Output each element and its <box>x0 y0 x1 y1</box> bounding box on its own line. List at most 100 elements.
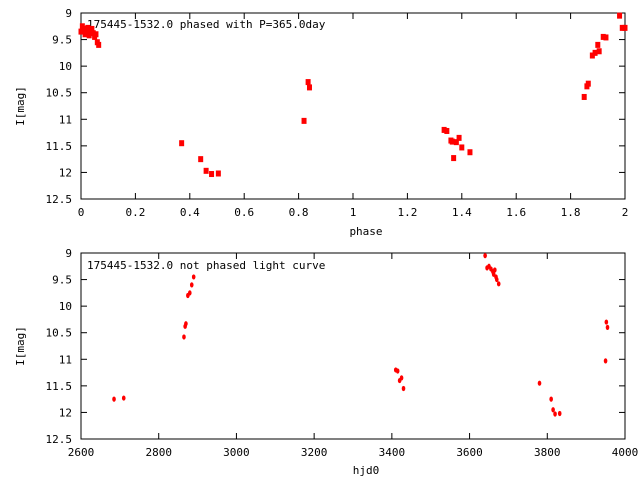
data-point <box>617 12 623 19</box>
y-tick-label: 11.5 <box>46 380 73 393</box>
data-point <box>86 32 92 39</box>
data-point <box>604 319 609 325</box>
data-point <box>449 138 455 145</box>
data-point <box>301 117 307 124</box>
data-point <box>198 156 204 163</box>
chart-title: 175445-1532.0 not phased light curve <box>87 259 325 272</box>
data-point <box>589 52 595 59</box>
data-point <box>182 334 186 340</box>
data-points <box>112 253 610 417</box>
data-point <box>93 31 99 38</box>
data-point <box>585 80 591 87</box>
x-tick-label: 1.8 <box>561 206 581 219</box>
data-point <box>395 368 400 374</box>
x-tick-label: 0.4 <box>180 206 200 219</box>
x-tick-label: 2600 <box>68 446 95 459</box>
x-tick-label: 0 <box>78 206 85 219</box>
data-point <box>112 396 116 402</box>
unphased-light-curve-panel: 2600 2800 3000 3200 3400 3600 3800 4000 9 9.5 10 10… <box>14 247 638 477</box>
data-point <box>553 411 557 417</box>
data-point <box>600 33 606 40</box>
data-point <box>191 274 196 280</box>
data-point <box>453 139 459 146</box>
data-point <box>459 144 465 151</box>
x-tick-label: 3800 <box>534 446 561 459</box>
x-tick-label: 3200 <box>301 446 328 459</box>
x-tick-label: 2 <box>622 206 629 219</box>
data-point <box>305 79 311 86</box>
x-tick-label: 3600 <box>456 446 483 459</box>
data-point <box>456 134 462 141</box>
data-point <box>96 41 102 48</box>
x-tick-label: 3400 <box>379 446 406 459</box>
x-axis-label: phase <box>349 225 382 238</box>
y-axis-label: I[mag] <box>14 86 27 126</box>
data-point <box>444 127 450 134</box>
data-point <box>581 93 587 100</box>
data-point <box>557 410 562 417</box>
data-point <box>551 407 555 413</box>
y-tick-label: 12 <box>59 166 72 179</box>
data-point <box>483 253 487 259</box>
data-point <box>441 126 447 133</box>
x-tick-label: 0.2 <box>125 206 145 219</box>
data-point <box>622 24 628 31</box>
data-point <box>82 31 88 38</box>
plot-frame <box>80 252 626 440</box>
data-point <box>85 24 91 31</box>
data-point <box>537 380 542 386</box>
y-tick-label: 11 <box>59 353 72 366</box>
x-tick-label: 0.6 <box>234 206 254 219</box>
data-point <box>184 321 188 327</box>
y-tick-label: 10 <box>59 60 72 73</box>
data-point <box>467 149 473 156</box>
plot-frame <box>80 12 626 200</box>
y-tick-label: 9 <box>65 7 72 20</box>
x-tick-label: 1.6 <box>506 206 526 219</box>
data-point <box>89 25 95 32</box>
y-tick-label: 11 <box>59 113 72 126</box>
data-point <box>595 41 601 48</box>
y-tick-label: 12 <box>59 406 72 419</box>
data-point <box>592 49 598 56</box>
data-point <box>121 395 126 401</box>
data-point <box>209 171 215 178</box>
data-point <box>493 267 497 273</box>
x-tick-label: 1.4 <box>452 206 472 219</box>
data-point <box>494 276 499 283</box>
data-point <box>306 84 312 91</box>
data-point <box>603 358 608 364</box>
data-point <box>605 324 610 330</box>
data-point <box>401 385 406 392</box>
y-tick-label: 10.5 <box>46 327 73 340</box>
y-tick-label: 9.5 <box>52 274 72 287</box>
x-tick-label: 0.8 <box>289 206 309 219</box>
phased-light-curve-panel: 0 0.2 0.4 0.6 0.8 1 1.2 1.4 1.6 1.8 2 9 9.5 10 10.5 11 1… <box>14 7 628 238</box>
data-point <box>549 396 553 402</box>
data-point <box>603 34 609 41</box>
x-tick-label: 2800 <box>145 446 172 459</box>
y-tick-label: 9.5 <box>52 34 72 47</box>
x-tick-label: 1 <box>350 206 357 219</box>
x-tick-label: 3000 <box>223 446 250 459</box>
data-points <box>78 12 628 178</box>
data-point <box>596 48 602 55</box>
data-point <box>399 375 404 381</box>
data-point <box>496 281 501 287</box>
data-point <box>451 155 457 162</box>
data-point <box>188 290 192 296</box>
data-point <box>203 167 209 174</box>
y-tick-label: 11.5 <box>46 140 73 153</box>
data-point <box>189 282 194 288</box>
data-point <box>179 140 185 147</box>
y-tick-label: 12.5 <box>46 433 73 446</box>
x-tick-label: 1.2 <box>397 206 417 219</box>
data-point <box>215 170 221 177</box>
data-point <box>619 24 625 31</box>
y-tick-label: 9 <box>65 247 72 260</box>
y-tick-label: 10.5 <box>46 87 73 100</box>
data-point <box>78 28 84 35</box>
chart-title: 175445-1532.0 phased with P=365.0day <box>87 18 326 31</box>
